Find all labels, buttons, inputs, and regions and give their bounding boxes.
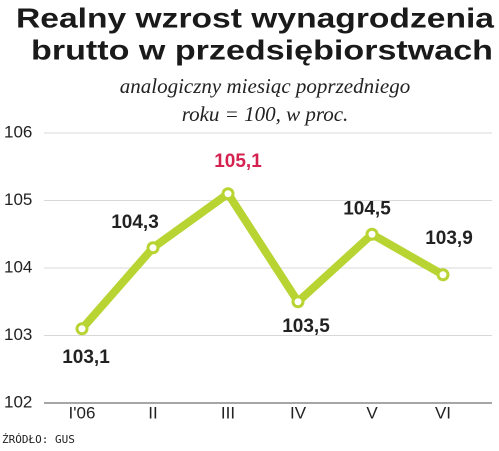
data-label: 103,5 (282, 316, 330, 337)
data-label: 103,9 (425, 228, 473, 249)
chart-subtitle: analogiczny miesiąc poprzedniego (120, 74, 410, 98)
data-point (75, 322, 89, 336)
x-tick-label: I'06 (69, 403, 96, 422)
x-tick-label: V (366, 403, 378, 422)
y-tick-label: 106 (4, 122, 32, 141)
x-tick-label: VI (435, 403, 451, 422)
x-tick-label: III (221, 403, 235, 422)
y-tick-label: 102 (4, 392, 32, 411)
data-point (365, 227, 379, 241)
data-line (78, 188, 447, 333)
data-label: 104,3 (111, 212, 159, 233)
y-tick-label: 103 (4, 325, 32, 344)
data-label: 103,1 (62, 347, 110, 368)
x-tick-label: II (148, 403, 157, 422)
data-label: 105,1 (214, 151, 262, 172)
y-tick-label: 105 (4, 190, 32, 209)
x-tick-label: IV (290, 403, 307, 422)
chart-title: Realny wzrost wynagrodzenia (16, 2, 494, 33)
chart-title: brutto w przedsiębiorstwach (31, 34, 493, 65)
data-point (146, 241, 160, 255)
y-tick-label: 104 (4, 257, 32, 276)
data-point (436, 268, 450, 282)
data-point (221, 187, 235, 201)
source: ŹRÓDŁO: GUS (2, 433, 75, 446)
chart-subtitle: roku = 100, w proc. (182, 102, 349, 126)
data-label: 104,5 (343, 198, 391, 219)
data-point (291, 295, 305, 309)
